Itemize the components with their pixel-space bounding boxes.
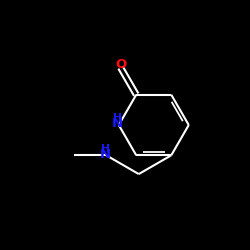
Text: H: H bbox=[100, 144, 110, 154]
Text: O: O bbox=[115, 58, 126, 71]
Text: N: N bbox=[112, 117, 123, 130]
Text: N: N bbox=[100, 148, 110, 160]
Text: H: H bbox=[113, 113, 122, 123]
